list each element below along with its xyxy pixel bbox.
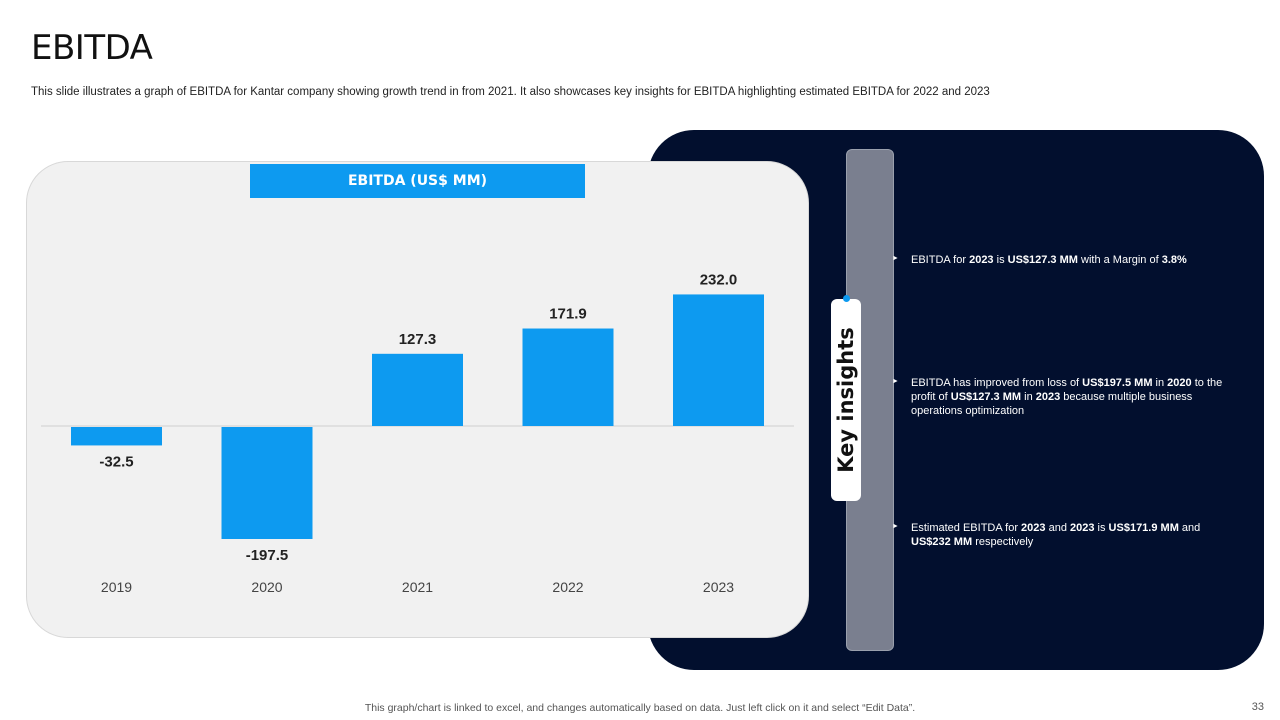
x-tick-label: 2019 bbox=[101, 579, 132, 595]
data-label-2023: 232.0 bbox=[700, 271, 738, 288]
insight-2: EBITDA has improved from loss of US$197.… bbox=[911, 377, 1223, 417]
connector-dot bbox=[843, 295, 850, 302]
bar-2022[interactable] bbox=[522, 328, 614, 426]
key-insights-label: Key insights bbox=[834, 327, 858, 473]
bullet-icon: ► bbox=[892, 255, 899, 262]
footer-note: This graph/chart is linked to excel, and… bbox=[364, 702, 916, 714]
bullet-icon: ► bbox=[892, 523, 899, 530]
page-number: 33 bbox=[1251, 701, 1264, 713]
x-tick-label: 2020 bbox=[251, 579, 282, 595]
key-insights-tab bbox=[831, 299, 861, 501]
bar-2023[interactable] bbox=[673, 294, 764, 426]
bar-2019[interactable] bbox=[71, 427, 162, 446]
insight-1: EBITDA for 2023 is US$127.3 MM with a Ma… bbox=[911, 254, 1187, 266]
bullet-icon: ► bbox=[892, 378, 899, 385]
bar-2021[interactable] bbox=[372, 353, 463, 426]
page-title: EBITDA bbox=[31, 28, 153, 68]
x-tick-label: 2021 bbox=[402, 579, 433, 595]
insight-3: Estimated EBITDA for 2023 and 2023 is US… bbox=[911, 522, 1201, 548]
page-subtitle: This slide illustrates a graph of EBITDA… bbox=[31, 86, 990, 98]
data-label-2019: -32.5 bbox=[99, 453, 133, 470]
data-label-2022: 171.9 bbox=[549, 306, 587, 323]
data-label-2020: -197.5 bbox=[246, 547, 289, 564]
data-label-2021: 127.3 bbox=[399, 331, 437, 348]
bar-2020[interactable] bbox=[221, 427, 313, 539]
ebitda-bar-chart[interactable]: -32.5 2019 -197.5 2020 127.3 2021 171.9 2022 232… bbox=[26, 161, 809, 638]
x-tick-label: 2023 bbox=[703, 579, 734, 595]
chart-title: EBITDA (US$ MM) bbox=[250, 164, 585, 198]
x-tick-label: 2022 bbox=[552, 579, 583, 595]
